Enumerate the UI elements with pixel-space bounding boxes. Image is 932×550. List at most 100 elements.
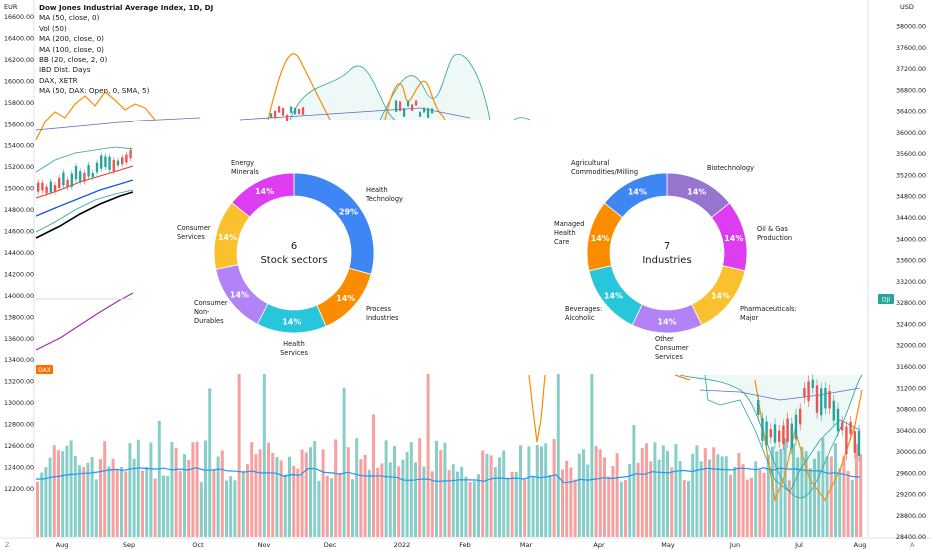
volume-bar [86, 462, 90, 537]
volume-bar [775, 451, 779, 537]
candle-body [282, 107, 285, 116]
volume-bar [283, 474, 287, 537]
volume-bar [204, 440, 207, 537]
slice-category-label: Consumer Non-Durables [194, 299, 228, 325]
volume-bar [99, 459, 102, 537]
volume-bar [733, 466, 737, 537]
indicator-bb[interactable]: BB (20, close, 2, 0) [39, 55, 108, 65]
left-tick-label: 16400.00 [4, 35, 34, 42]
volume-bar [346, 447, 350, 537]
dax-badge [36, 365, 53, 374]
left-tick-label: 15800.00 [4, 100, 34, 107]
volume-bar [766, 454, 770, 537]
ma200-line [35, 191, 134, 239]
volume-bar [191, 442, 195, 537]
volume-bar [502, 450, 506, 537]
right-currency-label: USD [900, 3, 914, 11]
chart-title[interactable]: Dow Jones Industrial Average Index, 1D, … [39, 3, 214, 12]
volume-bar [632, 425, 636, 537]
volume-bar [779, 448, 783, 537]
volume-bar [61, 451, 65, 537]
volume-bar [611, 466, 615, 537]
volume-bar [489, 455, 493, 537]
indicator-ibd[interactable]: IBD Dist. Days [39, 65, 91, 75]
slice-label-line: Agricultural [571, 159, 609, 167]
volume-bar [288, 456, 291, 537]
slice-label-line: Energy [231, 159, 254, 167]
volume-bar [187, 459, 191, 537]
right-tick-label: 30800.00 [896, 407, 926, 414]
volume-bar [397, 466, 401, 537]
volume-bar [367, 469, 371, 537]
volume-bar [834, 443, 837, 537]
volume-bar [250, 442, 254, 537]
volume-bar [414, 462, 417, 537]
indicator-dax[interactable]: DAX, XETR [39, 75, 78, 85]
volume-bar [477, 474, 480, 537]
candle-body [849, 421, 852, 435]
volume-bar [405, 452, 409, 537]
volume-bar [628, 463, 632, 537]
left-tick-label: 14800.00 [4, 207, 34, 214]
slice-category-label: Health Services [280, 340, 308, 357]
volume-bar [229, 476, 233, 537]
purple-ma-line [35, 292, 134, 351]
candle-body [769, 429, 772, 438]
slice-category-label: Process Industries [366, 305, 399, 322]
volume-bar [409, 442, 413, 537]
candle-body [116, 160, 120, 166]
volume-bar [808, 468, 812, 537]
left-tick-label: 13400.00 [4, 357, 34, 364]
left-tick-label: 15200.00 [4, 164, 34, 171]
right-tick-label: 34400.00 [896, 215, 926, 222]
candle-body [832, 400, 835, 421]
indicator-dax-ma[interactable]: MA (50, DAX: Open, 0, SMA, 5) [39, 86, 150, 96]
slice-category-label: Beverages: Alcoholic [565, 305, 602, 322]
volume-bar [619, 481, 623, 537]
volume-bar [456, 471, 459, 537]
slice-label-line: Major [740, 314, 759, 322]
slice-label-line: Care [554, 238, 569, 246]
volume-bar [225, 480, 228, 537]
volume-bar [699, 461, 703, 537]
right-tick-label: 36000.00 [896, 130, 926, 137]
volume-bar [838, 468, 842, 537]
candle-body [270, 113, 273, 118]
volume-bar [498, 457, 501, 537]
indicator-vol[interactable]: Vol (50) [39, 23, 67, 33]
volume-bar [720, 456, 724, 537]
volume-bar [275, 456, 279, 537]
volume-bar [640, 448, 644, 537]
right-tick-label: 37200.00 [896, 66, 926, 73]
left-tick-label: 14200.00 [4, 271, 34, 278]
indicator-ma200[interactable]: MA (200, close, 0) [39, 34, 104, 44]
price-badge [878, 294, 894, 304]
slice-percent-label: 14% [724, 234, 743, 243]
slice-label-line: Services [177, 233, 205, 241]
right-tick-label: 31200.00 [896, 385, 926, 392]
volume-bar [380, 463, 384, 537]
volume-bar [624, 480, 627, 537]
slice-label-line: Health [283, 340, 305, 348]
indicator-ma100[interactable]: MA (100, close, 0) [39, 44, 104, 54]
slice-percent-label: 14% [604, 292, 623, 301]
right-tick-label: 33600.00 [896, 258, 926, 265]
volume-bar [787, 480, 791, 537]
volume-bar [792, 443, 795, 537]
indicator-ma50[interactable]: MA (50, close, 0) [39, 13, 100, 23]
candle-body [95, 162, 99, 173]
right-tick-label: 37600.00 [896, 45, 926, 52]
left-tick-label: 16200.00 [4, 57, 34, 64]
slice-category-label: Consumer Services [177, 224, 211, 241]
candle-body [70, 173, 73, 187]
candle-body [423, 107, 426, 113]
time-tick-label: Feb [459, 541, 471, 549]
volume-bar [514, 471, 518, 537]
volume-bar [447, 469, 451, 537]
volume-bar [435, 440, 438, 537]
volume-bar [493, 467, 497, 537]
volume-bar [464, 476, 468, 537]
